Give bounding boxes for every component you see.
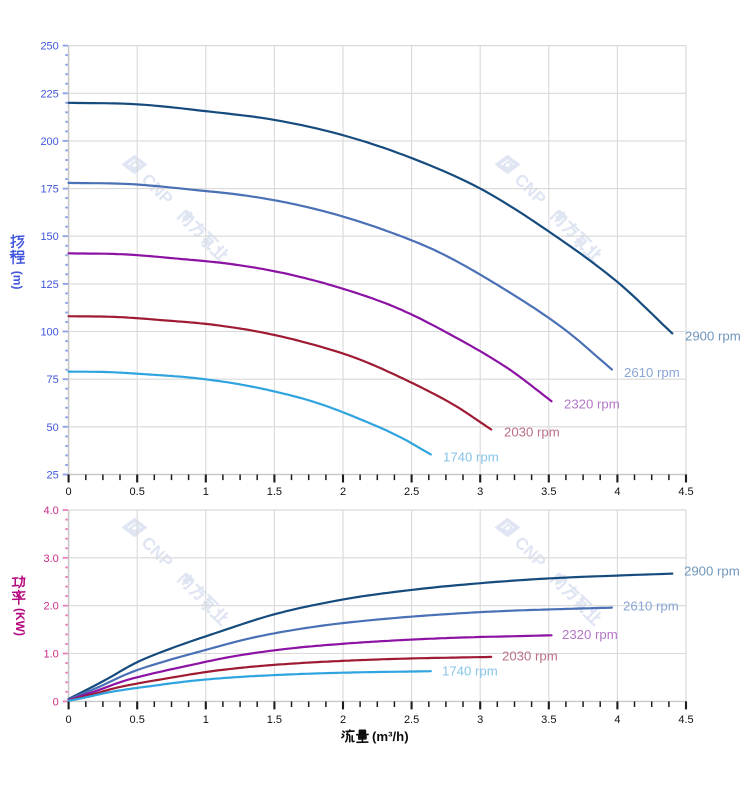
svg-text:4.0: 4.0 (44, 505, 59, 517)
svg-text:50: 50 (47, 422, 59, 434)
svg-text:3.5: 3.5 (541, 714, 556, 726)
svg-text:0.5: 0.5 (130, 486, 145, 498)
svg-text:2: 2 (340, 714, 346, 726)
svg-text:200: 200 (40, 136, 58, 148)
svg-text:(KW): (KW) (13, 608, 27, 636)
svg-text:2: 2 (340, 486, 346, 498)
svg-text:125: 125 (40, 279, 58, 291)
svg-text:4: 4 (614, 714, 620, 726)
svg-text:250: 250 (40, 41, 58, 53)
svg-text:2900 rpm: 2900 rpm (684, 564, 740, 579)
svg-text:225: 225 (40, 88, 58, 100)
svg-text:1.5: 1.5 (267, 486, 282, 498)
svg-text:2.0: 2.0 (44, 601, 59, 613)
svg-text:3.0: 3.0 (44, 553, 59, 565)
svg-text:2320 rpm: 2320 rpm (564, 397, 620, 412)
svg-text:1: 1 (203, 714, 209, 726)
svg-text:1.0: 1.0 (44, 649, 59, 661)
svg-text:(m³/h): (m³/h) (372, 729, 409, 744)
svg-text:2.5: 2.5 (404, 714, 419, 726)
svg-text:0.5: 0.5 (130, 714, 145, 726)
svg-text:0: 0 (66, 486, 72, 498)
svg-text:3.5: 3.5 (541, 486, 556, 498)
svg-text:0: 0 (53, 696, 59, 708)
svg-text:4: 4 (614, 486, 620, 498)
svg-text:(m): (m) (10, 271, 24, 290)
svg-text:2610 rpm: 2610 rpm (624, 365, 680, 380)
svg-text:2900 rpm: 2900 rpm (685, 329, 741, 344)
svg-text:0: 0 (66, 714, 72, 726)
svg-text:2.5: 2.5 (404, 486, 419, 498)
svg-text:3: 3 (477, 486, 483, 498)
svg-text:75: 75 (47, 374, 59, 386)
svg-text:2030 rpm: 2030 rpm (504, 425, 560, 440)
svg-text:1: 1 (203, 486, 209, 498)
svg-text:175: 175 (40, 184, 58, 196)
svg-text:2320 rpm: 2320 rpm (562, 627, 618, 642)
svg-text:4.5: 4.5 (678, 486, 693, 498)
svg-text:25: 25 (47, 470, 59, 482)
svg-text:150: 150 (40, 231, 58, 243)
svg-text:1.5: 1.5 (267, 714, 282, 726)
svg-text:4.5: 4.5 (678, 714, 693, 726)
svg-text:2610 rpm: 2610 rpm (623, 599, 679, 614)
svg-text:100: 100 (40, 327, 58, 339)
svg-text:1740 rpm: 1740 rpm (443, 450, 499, 465)
svg-text:2030 rpm: 2030 rpm (502, 649, 558, 664)
svg-text:3: 3 (477, 714, 483, 726)
svg-text:1740 rpm: 1740 rpm (442, 664, 498, 679)
